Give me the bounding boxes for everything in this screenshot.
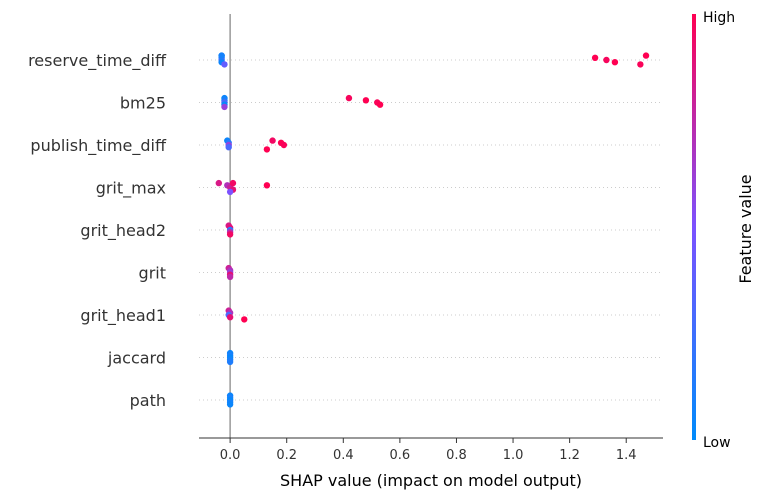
shap-point <box>221 103 228 111</box>
x-tick-label: 0.8 <box>446 448 467 463</box>
feature-label: path <box>130 391 166 410</box>
colorbar-low-label: Low <box>703 435 731 451</box>
shap-point <box>269 137 276 144</box>
feature-label: grit <box>139 264 166 283</box>
shap-point <box>218 52 225 59</box>
shap-point <box>591 54 599 61</box>
shap-point <box>226 231 234 238</box>
shap-point <box>362 97 370 104</box>
feature-label: grit_head2 <box>80 221 166 241</box>
shap-point <box>263 182 271 189</box>
shap-point <box>611 59 619 66</box>
feature-rows <box>199 59 663 401</box>
shap-point <box>221 61 228 68</box>
feature-label: reserve_time_diff <box>28 51 167 71</box>
shap-point <box>226 314 234 321</box>
feature-label: bm25 <box>120 94 166 113</box>
shap-point <box>226 401 234 408</box>
shap-points <box>215 52 650 408</box>
x-tick-label: 0.2 <box>276 448 297 463</box>
x-axis-title: SHAP value (impact on model output) <box>280 471 582 490</box>
x-tick-label: 1.4 <box>616 448 637 463</box>
shap-point <box>603 56 610 64</box>
shap-point <box>642 52 650 59</box>
shap-point <box>637 61 644 68</box>
x-tick-label: 0.0 <box>220 448 241 463</box>
colorbar: High Low Feature value <box>692 10 755 451</box>
shap-point <box>280 141 288 149</box>
feature-label: grit_max <box>96 179 166 199</box>
shap-point <box>345 94 353 102</box>
feature-label: publish_time_diff <box>30 136 167 156</box>
shap-point <box>241 316 248 323</box>
colorbar-title: Feature value <box>736 174 755 283</box>
shap-point <box>263 146 271 153</box>
x-axis-ticks: 0.0 0.2 0.4 0.6 0.8 1.0 1.2 1.4 <box>220 438 637 463</box>
shap-point <box>215 179 223 187</box>
colorbar-high-label: High <box>703 10 735 26</box>
shap-point <box>226 188 234 196</box>
shap-point <box>376 101 384 108</box>
feature-label: jaccard <box>107 349 166 368</box>
x-tick-label: 1.0 <box>503 448 524 463</box>
x-tick-label: 1.2 <box>559 448 580 463</box>
shap-point <box>226 273 234 281</box>
feature-label: grit_head1 <box>80 306 166 326</box>
x-tick-label: 0.4 <box>333 448 354 463</box>
x-tick-label: 0.6 <box>390 448 411 463</box>
shap-point <box>226 358 234 366</box>
colorbar-gradient <box>692 14 696 440</box>
feature-labels: reserve_time_diff bm25 publish_time_diffgr… <box>28 51 167 410</box>
shap-point <box>225 144 232 151</box>
shap-point <box>229 179 237 187</box>
